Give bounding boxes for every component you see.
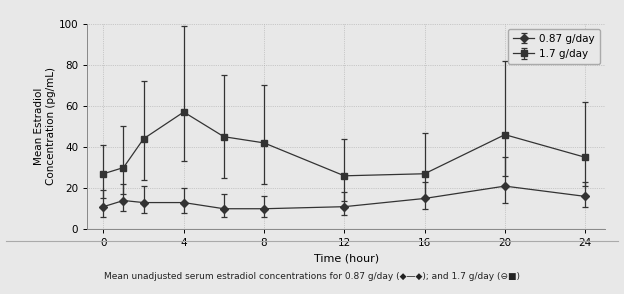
- Legend: 0.87 g/day, 1.7 g/day: 0.87 g/day, 1.7 g/day: [508, 29, 600, 64]
- Text: Mean unadjusted serum estradiol concentrations for 0.87 g/day (◆—◆); and 1.7 g/d: Mean unadjusted serum estradiol concentr…: [104, 272, 520, 281]
- Y-axis label: Mean Estradiol
Concentration (pg/mL): Mean Estradiol Concentration (pg/mL): [34, 67, 56, 186]
- X-axis label: Time (hour): Time (hour): [314, 254, 379, 264]
